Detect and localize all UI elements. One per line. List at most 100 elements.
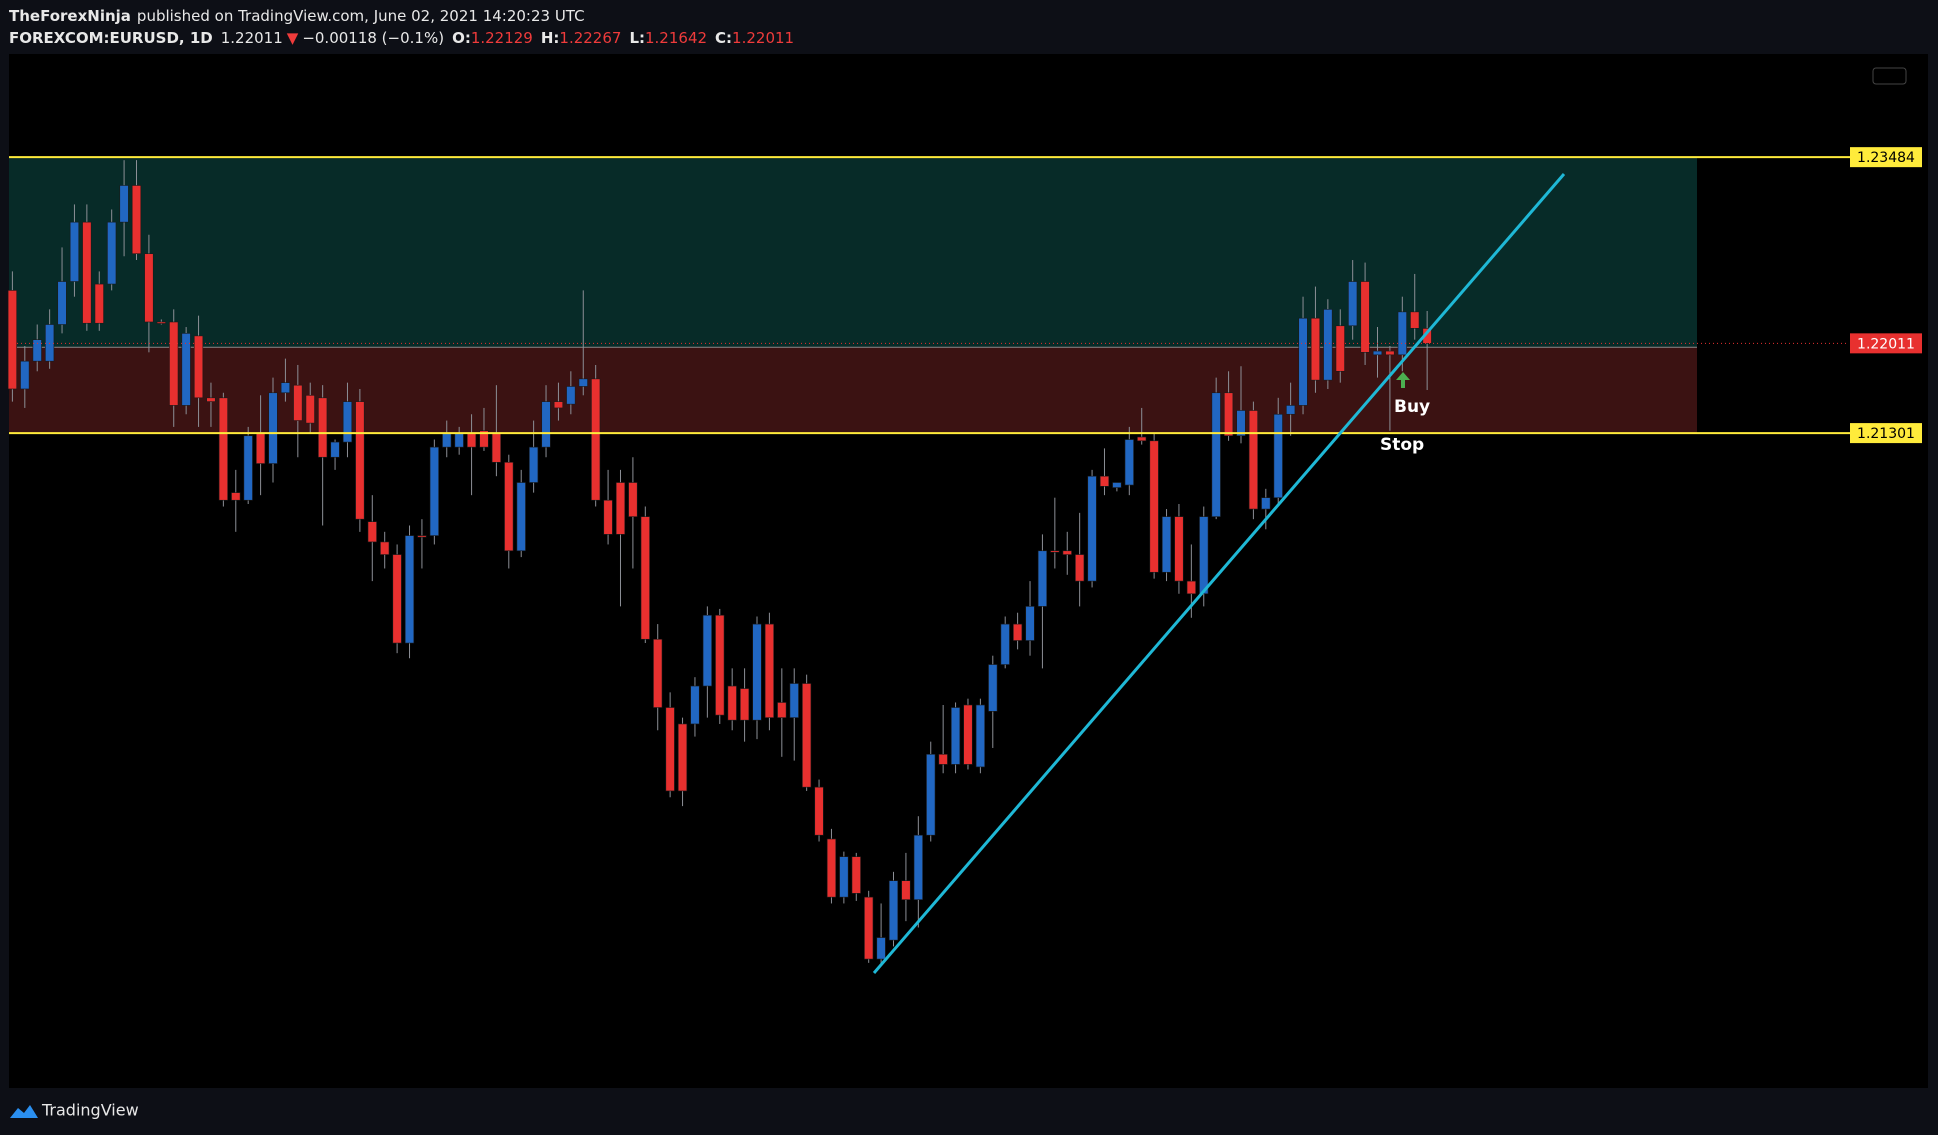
candle-body [491, 432, 501, 463]
brand: TradingView [41, 1101, 139, 1120]
toolbar-button[interactable] [1872, 67, 1907, 85]
candle-body [789, 683, 799, 718]
trend-line [872, 173, 1566, 974]
close-value: 1.22011 [732, 29, 794, 47]
candle-body [950, 707, 961, 765]
candle-body [342, 401, 353, 443]
candle-body [380, 541, 390, 555]
candle-body [888, 880, 899, 941]
candle-body [975, 704, 985, 768]
candle-body [615, 482, 626, 535]
candle-body [1199, 516, 1209, 595]
candle-body [504, 461, 514, 552]
candle-body [1211, 392, 1221, 517]
plot: 1.22011 1.23484 1.21301 [7, 147, 1922, 966]
candle-body [429, 446, 439, 536]
header-line-1: TheForexNinja published on TradingView.co… [9, 7, 585, 25]
candle-body [454, 432, 464, 448]
candle-body [131, 185, 142, 255]
candle-body [181, 333, 191, 406]
candle-body [851, 856, 861, 894]
candle-body [1236, 410, 1246, 437]
candle-body [255, 432, 266, 464]
candle-body [367, 521, 377, 543]
candle-body [913, 834, 923, 900]
candle-body [318, 397, 328, 458]
candle-body [901, 880, 911, 900]
candle-body [442, 432, 452, 448]
ohlc-label: O: [452, 29, 471, 47]
last-price: 1.22011 [221, 29, 283, 47]
candle-body [1037, 550, 1048, 607]
candle-body [1261, 497, 1271, 510]
candle-body [1410, 311, 1420, 329]
candle-body [1124, 439, 1134, 486]
candle-body [243, 435, 253, 501]
candle-body [32, 339, 42, 362]
candle-body [107, 221, 117, 285]
change: −0.00118 (−0.1%) [302, 29, 444, 47]
candle-body [1099, 475, 1110, 487]
candle-body [876, 937, 886, 960]
candle-body [280, 382, 291, 394]
buy-arrow [1396, 372, 1410, 388]
candle-body [82, 221, 92, 324]
level-label: 1.23484 [1857, 150, 1915, 166]
candle-body [702, 614, 712, 687]
candle-body [640, 516, 650, 640]
candle-body [1298, 317, 1308, 406]
candle-body [839, 856, 849, 898]
candle-body [938, 753, 948, 765]
candle-body [1323, 309, 1333, 381]
candle-body [1013, 623, 1023, 641]
candle-body [764, 623, 775, 718]
candle-body [1174, 516, 1184, 582]
candle-body [1273, 413, 1283, 498]
candle-body [739, 688, 750, 721]
ohlc-label: L: [629, 29, 645, 47]
candle-body [1075, 554, 1085, 582]
buy-label: Buy [1394, 397, 1430, 417]
candle-body [466, 432, 477, 448]
candle-body [1112, 482, 1122, 488]
stop-label: Stop [1380, 435, 1424, 455]
candle-body [566, 386, 576, 405]
high-value: 1.22267 [559, 29, 621, 47]
last-price-box [1850, 333, 1922, 354]
candle-body [1385, 350, 1395, 356]
candle-body [578, 378, 588, 387]
candle-body [1137, 436, 1147, 442]
published: published on TradingView.com, June 02, 2… [137, 7, 585, 25]
candle-body [591, 378, 601, 501]
candle-body [144, 253, 154, 323]
last-price-label: 1.22011 [1857, 336, 1915, 352]
candle-body [777, 702, 787, 718]
candle-body [305, 394, 315, 424]
candle-body [206, 397, 216, 402]
symbol: FOREXCOM:EURUSD, 1D [9, 29, 213, 47]
candle-body [1248, 410, 1258, 510]
level-box [1850, 423, 1922, 444]
brand-logo [10, 1105, 38, 1118]
candle-body [988, 664, 998, 712]
candle-body [1186, 580, 1196, 595]
candle-body [479, 430, 489, 448]
candle-body [1062, 550, 1072, 555]
ohlc-label: C: [715, 29, 732, 47]
candle-body [1348, 281, 1358, 327]
candle-body [553, 401, 564, 409]
candle-body [1161, 516, 1172, 573]
candle-body [1025, 606, 1035, 641]
candle-body [814, 786, 824, 836]
candle-body [529, 446, 539, 483]
candle-body [677, 723, 688, 792]
candle-body [156, 321, 166, 324]
candle-body [1149, 440, 1159, 573]
candle-body [268, 392, 278, 464]
candle-body [392, 554, 402, 644]
candle-body [715, 614, 725, 716]
candle-body [355, 401, 365, 520]
candle-body [94, 283, 104, 324]
